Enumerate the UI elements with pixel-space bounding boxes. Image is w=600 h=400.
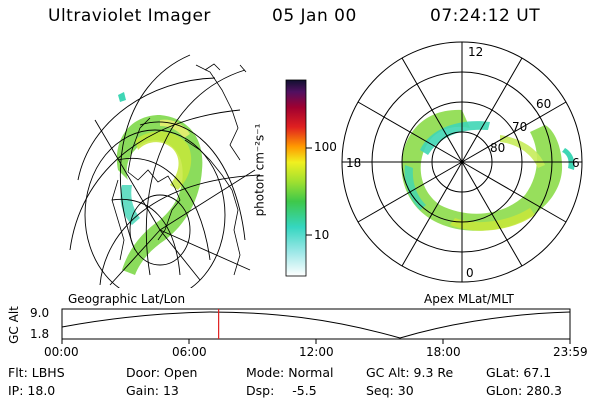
mlt-label-6: 6 <box>572 156 580 170</box>
ip-info: IP: 18.0 <box>8 383 56 398</box>
app-title: Ultraviolet Imager <box>48 6 211 26</box>
altitude-ytick-bottom: 1.8 <box>30 327 50 341</box>
mlt-label-18: 18 <box>346 156 362 170</box>
altitude-xtick-2: 12:00 <box>299 345 334 359</box>
dsp-info: Dsp: -5.5 <box>246 383 317 398</box>
altitude-xtick-1: 06:00 <box>172 345 207 359</box>
altitude-ytick-top: 9.0 <box>30 306 50 320</box>
mlat-label-60: 60 <box>536 97 552 111</box>
colorbar-tick-100: 100 <box>314 140 337 154</box>
mode-info: Mode: Normal <box>246 365 334 380</box>
colorbar-tick-10: 10 <box>314 228 330 242</box>
filter-info: Flt: LBHS <box>8 365 65 380</box>
glon-info: GLon: 280.3 <box>486 383 562 398</box>
aurora-oval-polar <box>401 109 563 231</box>
altitude-xtick-0: 00:00 <box>44 345 79 359</box>
glat-info: GLat: 67.1 <box>486 365 552 380</box>
mlat-label-80: 80 <box>490 141 506 155</box>
gain-info: Gain: 13 <box>126 383 179 398</box>
altitude-plot-frame <box>61 308 571 340</box>
image-time: 07:24:12 UT <box>430 6 541 26</box>
apex-caption: Apex MLat/MLT <box>424 292 514 306</box>
mlt-label-0: 0 <box>466 266 474 280</box>
seq-info: Seq: 30 <box>366 383 414 398</box>
door-info: Door: Open <box>126 365 198 380</box>
mlt-label-12: 12 <box>468 45 484 59</box>
mlat-label-70: 70 <box>512 120 528 134</box>
geographic-caption: Geographic Lat/Lon <box>68 292 186 306</box>
altitude-curve <box>61 311 571 339</box>
altitude-xtick-3: 18:00 <box>426 345 461 359</box>
image-date: 05 Jan 00 <box>272 6 357 26</box>
altitude-xtick-4: 23:59 <box>553 345 588 359</box>
gcalt-info: GC Alt: 9.3 Re <box>366 365 454 380</box>
